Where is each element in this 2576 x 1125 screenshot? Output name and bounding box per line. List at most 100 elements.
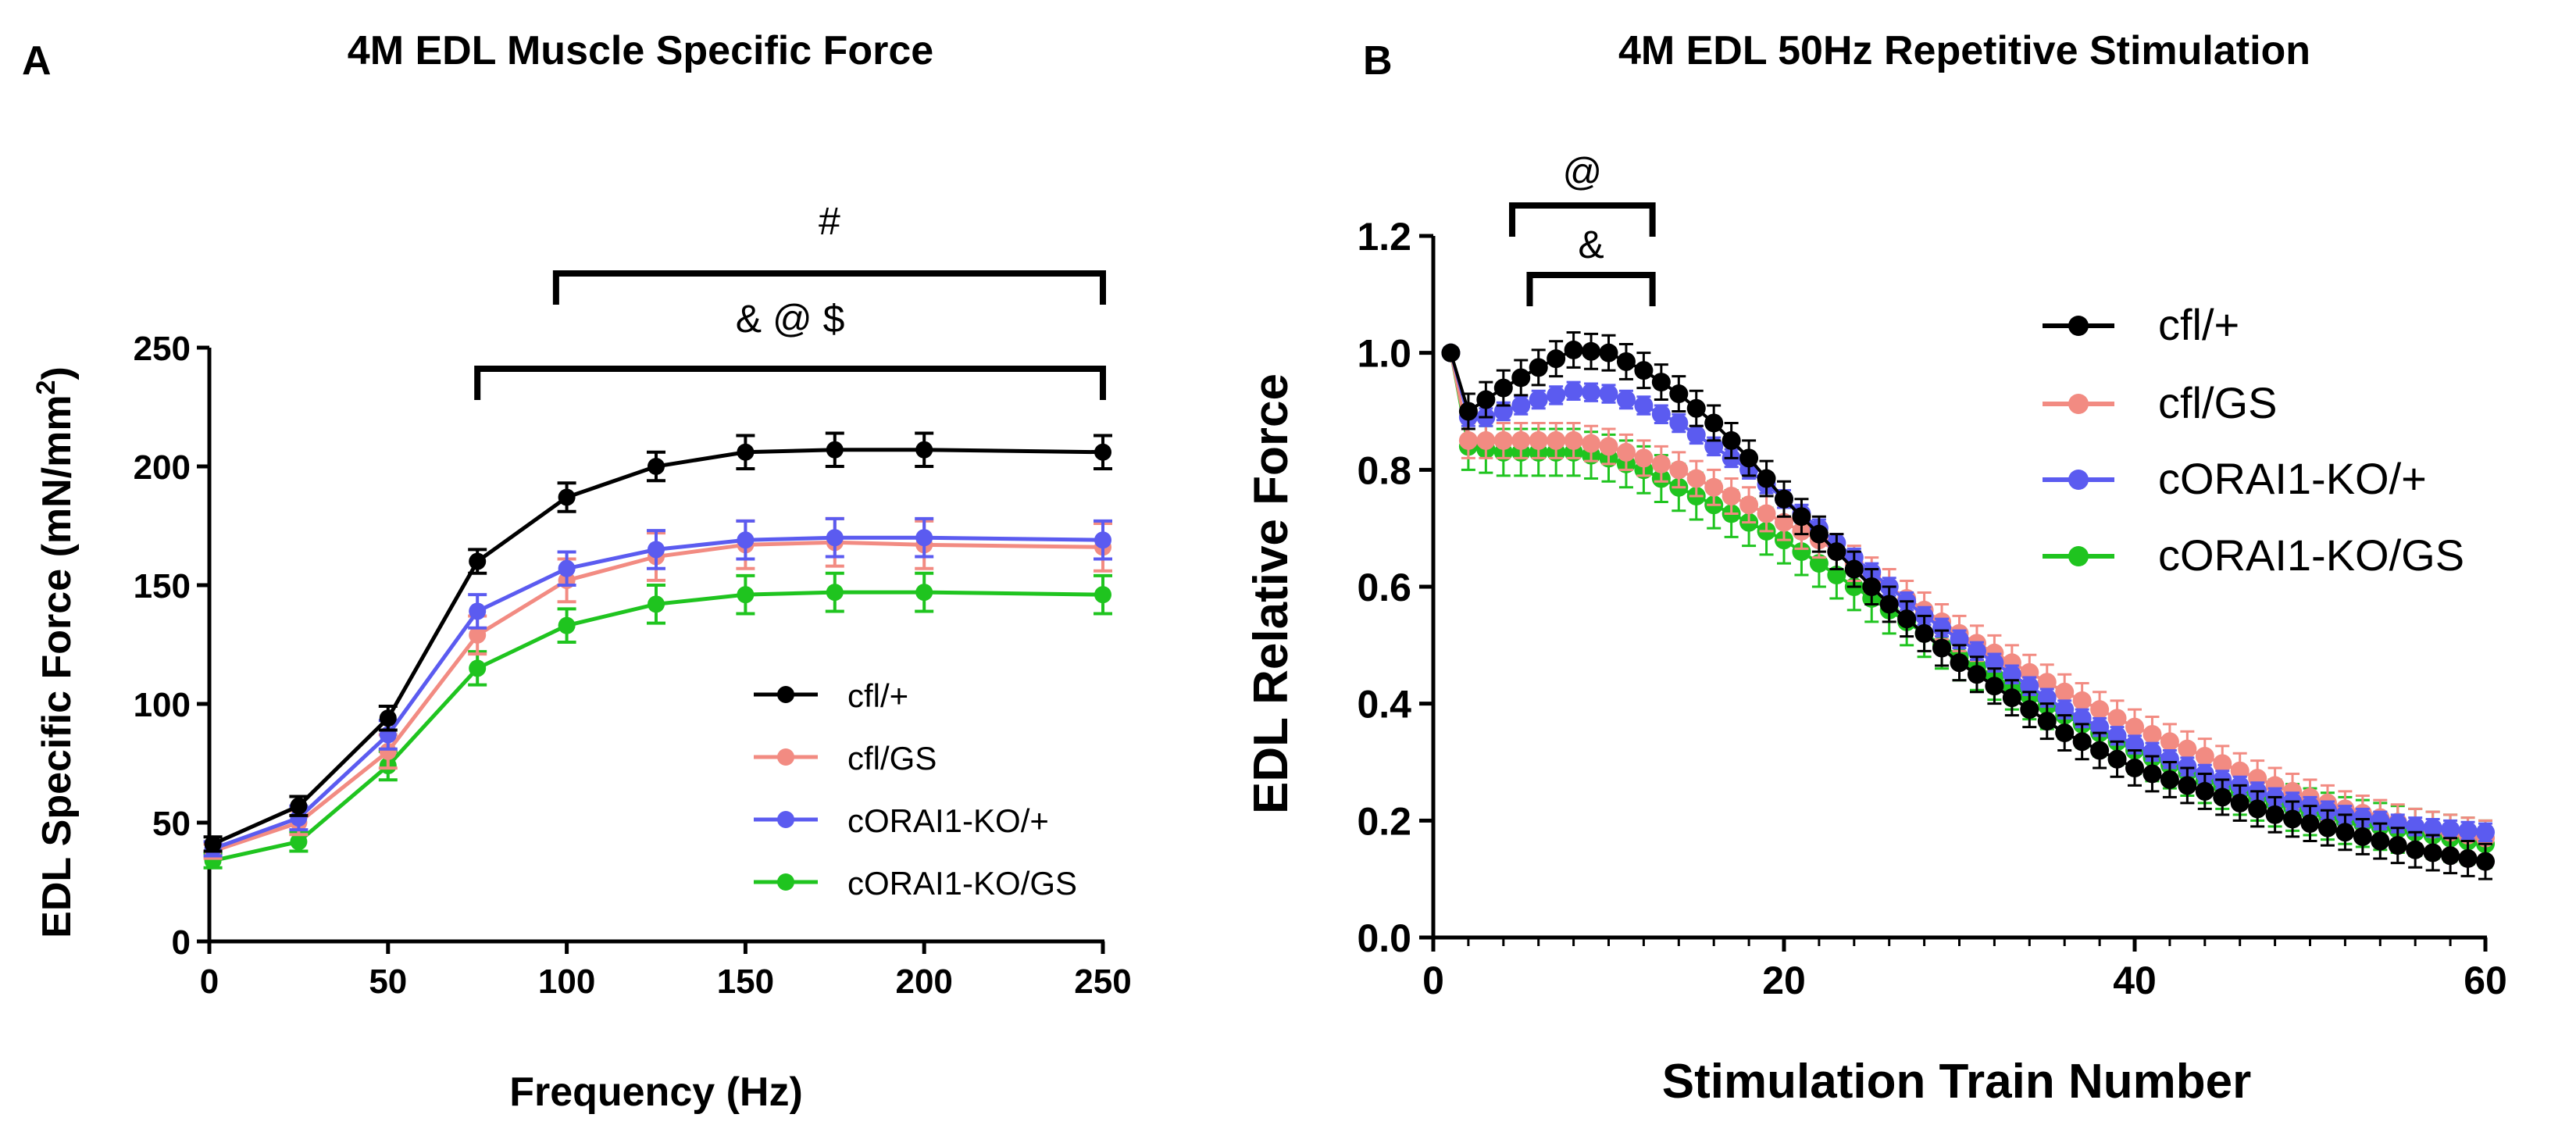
panel-b-legend-marker xyxy=(2068,546,2089,566)
panel-b-data-point xyxy=(2476,852,2495,871)
panel-a-ylabel: EDL Specific Force (mN/mm2) xyxy=(31,366,80,938)
panel-b-data-point xyxy=(1529,390,1548,409)
panel-a-data-point xyxy=(558,616,576,634)
panel-b-data-point xyxy=(2283,809,2303,829)
panel-a-data-point xyxy=(1094,531,1111,549)
panel-a-significance-text: & @ $ xyxy=(736,297,845,341)
panel-b-data-point xyxy=(1651,405,1671,424)
panel-b-data-point xyxy=(2107,709,2127,728)
panel-b-data-point xyxy=(1721,487,1741,506)
panel-a-data-point xyxy=(737,586,755,604)
panel-a-legend-label: cORAI1-KO/GS xyxy=(847,865,1077,902)
panel-a-data-point xyxy=(826,584,844,602)
panel-a-x-tick-label: 250 xyxy=(1074,962,1131,1001)
panel-b-data-point xyxy=(1809,524,1829,544)
panel-b-data-point xyxy=(2090,741,2110,760)
panel-b-data-point xyxy=(1582,383,1601,402)
panel-b-data-point xyxy=(1686,425,1706,445)
panel-b-data-point xyxy=(2195,781,2214,801)
panel-b-data-point xyxy=(2441,846,2460,866)
panel-a-plot: 0 50 100 150 200 250 0 50 100 150 200 250 # & @ $ cfl/… xyxy=(134,199,1132,1001)
panel-b-data-point xyxy=(1792,542,1811,562)
panel-a-legend-marker xyxy=(777,748,794,766)
panel-b-data-point xyxy=(2353,827,2372,846)
panel-b-data-point xyxy=(1669,460,1689,480)
panel-a-data-point xyxy=(648,541,665,559)
panel-b-data-point xyxy=(2371,811,2390,830)
panel-b-data-point xyxy=(2125,717,2144,737)
panel-b-data-point xyxy=(1493,430,1513,450)
panel-b-data-point xyxy=(1616,352,1636,371)
panel-a-data-point xyxy=(826,529,844,547)
panel-a-y-tick-label: 0 xyxy=(172,923,191,962)
panel-b-data-point xyxy=(2423,843,2442,862)
panel-b-series-line xyxy=(1449,352,2486,834)
panel-a-data-point xyxy=(290,809,308,827)
panel-a-data-point xyxy=(290,797,308,815)
panel-b-data-point xyxy=(2125,758,2144,777)
panel-b-data-point xyxy=(2143,764,2162,784)
panel-b-data-point xyxy=(1634,361,1654,380)
panel-b-data-point xyxy=(2300,814,2320,834)
panel-a-data-point xyxy=(648,595,665,613)
panel-a-x-tick-label: 0 xyxy=(200,962,219,1001)
panel-b-y-tick-label: 0.4 xyxy=(1357,683,1411,727)
panel-a-y-tick-label: 50 xyxy=(152,805,191,843)
panel-b-data-point xyxy=(2388,836,2407,855)
panel-b-data-point xyxy=(2458,821,2478,841)
panel-a-ylabel-main: EDL Specific Force (mN/mm xyxy=(34,395,80,938)
panel-a-series-line xyxy=(212,448,1104,846)
panel-b-data-point xyxy=(2160,732,2179,752)
panel-b-data-point xyxy=(2213,754,2232,773)
panel-b-data-point xyxy=(1564,430,1583,450)
panel-b-series-line xyxy=(1449,352,2486,846)
panel-b-data-point xyxy=(1511,368,1531,388)
panel-b-data-point xyxy=(1669,413,1689,433)
panel-b-data-point xyxy=(1599,343,1618,362)
panel-b-x-tick-label: 20 xyxy=(1762,959,1806,1002)
panel-a-data-point xyxy=(558,559,576,577)
panel-a-data-point xyxy=(737,443,755,461)
panel-a-ylabel-close: ) xyxy=(34,366,80,380)
panel-b-xlabel: Stimulation Train Number xyxy=(1662,1055,2251,1109)
panel-a-series-line xyxy=(212,535,1104,851)
panel-a-data-point xyxy=(915,529,933,547)
panel-a-series-line xyxy=(212,590,1104,863)
panel-b-data-point xyxy=(1493,378,1513,398)
panel-b-data-point xyxy=(2055,723,2075,743)
panel-b-series-line xyxy=(1449,352,2486,840)
panel-b-data-point xyxy=(1827,542,1846,562)
panel-b-data-point xyxy=(1547,430,1566,450)
panel-b-data-point xyxy=(1599,384,1618,404)
panel-a-y-tick-label: 250 xyxy=(134,330,191,368)
panel-b-plot: 0.0 0.2 0.4 0.6 0.8 1.0 1.2 0 20 40 60 @ & cfl/+ cfl/G… xyxy=(1357,150,2506,1002)
panel-b-data-point xyxy=(2020,700,2039,720)
panel-b-data-point xyxy=(2317,818,2337,838)
panel-a-data-point xyxy=(915,584,933,602)
panel-b-x-tick-label: 60 xyxy=(2464,959,2507,1002)
panel-b-data-point xyxy=(2248,799,2267,819)
panel-b-data-point xyxy=(2160,749,2179,769)
panel-a-legend-marker xyxy=(777,686,794,703)
panel-b-data-point xyxy=(2335,823,2355,842)
panel-b-data-point xyxy=(2423,818,2442,838)
panel-b-data-point xyxy=(1704,477,1724,497)
panel-b-significance-text: @ xyxy=(1562,150,1602,194)
panel-b-data-point xyxy=(2107,749,2127,769)
panel-b-data-point xyxy=(2371,831,2390,851)
panel-a-data-point xyxy=(558,488,576,506)
panel-a-data-point xyxy=(1094,586,1111,604)
panel-b-data-point xyxy=(1511,396,1531,416)
panel-b-ylabel: EDL Relative Force xyxy=(1244,373,1298,814)
panel-b-legend-marker xyxy=(2068,394,2089,414)
panel-b-data-point xyxy=(2213,788,2232,807)
panel-b-significance-bracket xyxy=(1526,272,1656,306)
panel-b-data-point xyxy=(1757,469,1776,488)
panel-b-data-point xyxy=(1458,430,1478,450)
panel-b-y-tick-label: 0.6 xyxy=(1357,566,1411,609)
panel-b-data-point xyxy=(1775,489,1793,509)
panel-a-data-point xyxy=(204,835,222,853)
panel-b-data-point xyxy=(1686,469,1706,488)
panel-b-data-point xyxy=(2458,848,2478,868)
